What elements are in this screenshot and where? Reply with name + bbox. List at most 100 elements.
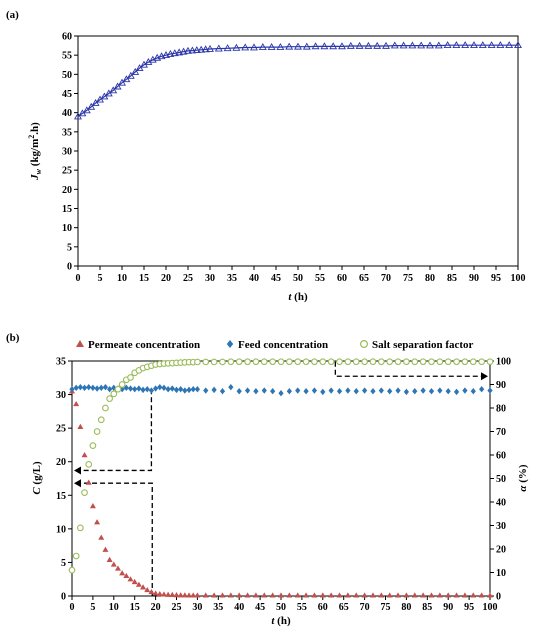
separation-point xyxy=(369,358,377,366)
separation-point xyxy=(269,358,276,366)
permeate-point xyxy=(148,588,155,595)
feed-point xyxy=(428,388,435,395)
arrow-feed-to-left-axis xyxy=(80,389,153,472)
permeate-point xyxy=(94,519,101,525)
series-permeate-concentration xyxy=(69,388,493,598)
permeate-point xyxy=(194,592,201,598)
panel-b-y2-tick-label: 100 xyxy=(496,357,511,368)
panel-a-x-tick-label: 25 xyxy=(183,273,193,284)
permeate-point xyxy=(378,592,385,598)
panel-a-flux-point xyxy=(390,41,399,49)
panel-a-flux-point xyxy=(329,42,338,50)
panel-b-y2-tick-label: 40 xyxy=(496,498,506,509)
legend-label: Feed concentration xyxy=(238,339,328,351)
panel-a: (a) 0 5 10 15 20 25 30 35 40 45 50 55 60 65 70 75 80 85 90… xyxy=(6,9,526,303)
feed-point xyxy=(403,388,409,396)
permeate-point xyxy=(403,592,410,598)
permeate-point xyxy=(344,592,351,598)
panel-b-x-tick-label: 80 xyxy=(401,602,411,613)
feed-point xyxy=(420,387,426,394)
separation-point xyxy=(394,358,402,366)
panel-a-flux-point xyxy=(417,41,426,49)
panel-b-y2-tick-label: 0 xyxy=(496,592,501,603)
panel-b-x-tick-label: 5 xyxy=(90,602,95,613)
permeate-point xyxy=(252,592,259,598)
panel-a-flux-point xyxy=(87,102,96,110)
series-feed-concentration xyxy=(69,383,493,397)
permeate-point xyxy=(119,570,126,576)
permeate-point xyxy=(261,592,268,598)
panel-a-flux-point xyxy=(206,44,214,52)
feed-point xyxy=(140,386,146,394)
legend-label: Permeate concentration xyxy=(88,339,200,351)
separation-point xyxy=(286,358,293,366)
separation-point xyxy=(311,358,318,366)
feed-point xyxy=(86,383,92,391)
feed-point xyxy=(157,383,163,391)
panel-b-x-tick-label: 45 xyxy=(255,602,265,613)
panel-b-legend: Permeate concentration Feed concentration… xyxy=(76,339,474,351)
permeate-point xyxy=(135,581,142,587)
panel-a-y-tick-label: 0 xyxy=(67,262,72,273)
panel-b-x-tick-label: 60 xyxy=(318,602,328,613)
panel-a-x-tick-label: 20 xyxy=(161,273,171,284)
feed-point xyxy=(173,386,180,394)
panel-b: (b) Permeate concentration Feed concentra… xyxy=(6,332,529,627)
panel-a-x-tick-label: 80 xyxy=(425,273,435,284)
feed-point xyxy=(81,384,88,392)
permeate-point xyxy=(411,592,418,598)
permeate-point xyxy=(219,592,226,598)
permeate-point xyxy=(181,592,188,598)
panel-a-flux-point xyxy=(408,41,417,49)
permeate-point xyxy=(106,556,113,562)
panel-b-y2-axis-label: α (%) xyxy=(517,464,529,492)
panel-a-y-tick-label: 50 xyxy=(62,70,72,81)
feed-point xyxy=(362,387,368,394)
panel-a-flux-point xyxy=(118,78,126,86)
panel-a-y-tick-label: 15 xyxy=(62,204,72,215)
panel-a-flux-point xyxy=(478,41,487,49)
permeate-point xyxy=(152,590,159,596)
feed-point xyxy=(107,386,113,393)
panel-a-flux-point xyxy=(346,41,355,49)
panel-a-y-tick-label: 20 xyxy=(62,185,72,196)
panel-b-label: (b) xyxy=(6,332,20,344)
feed-point xyxy=(437,387,443,394)
panel-a-flux-point xyxy=(267,43,276,50)
separation-point xyxy=(352,358,360,366)
panel-b-y2-tick-label: 20 xyxy=(496,545,506,556)
panel-a-x-axis-label: t (h) xyxy=(288,291,308,303)
panel-b-x-tick-label: 40 xyxy=(234,602,244,613)
feed-point xyxy=(98,384,104,392)
panel-b-y-tick-label: 30 xyxy=(56,390,66,401)
separation-point xyxy=(210,358,218,366)
feed-point xyxy=(328,387,334,394)
panel-b-y-axis-label: C (g/L) xyxy=(31,461,43,495)
permeate-point xyxy=(227,592,234,598)
panel-a-flux-point xyxy=(302,42,311,50)
arrow-head xyxy=(74,466,81,475)
feed-point xyxy=(211,386,217,394)
panel-a-flux-point xyxy=(131,67,140,75)
separation-point xyxy=(244,358,251,366)
feed-point xyxy=(244,387,251,394)
panel-a-y-tick-label: 40 xyxy=(62,108,72,119)
panel-a-flux-line xyxy=(77,44,518,117)
panel-a-flux-point xyxy=(496,41,505,49)
feed-point xyxy=(470,388,476,395)
feed-point xyxy=(278,390,284,397)
permeate-point xyxy=(303,592,310,598)
panel-a-flux-point xyxy=(197,45,206,53)
panel-b-y-tick-label: 35 xyxy=(56,357,66,368)
panel-a-flux-point xyxy=(505,41,514,49)
panel-a-y-tick-label: 60 xyxy=(62,32,72,43)
permeate-point xyxy=(328,592,335,598)
separation-point xyxy=(277,358,285,366)
panel-a-flux-point xyxy=(109,86,118,94)
panel-a-x-tick-label: 55 xyxy=(315,273,325,284)
permeate-point xyxy=(311,592,318,598)
separation-point xyxy=(361,358,368,366)
feed-point xyxy=(336,388,343,395)
panel-b-x-tick-label: 70 xyxy=(360,602,370,613)
